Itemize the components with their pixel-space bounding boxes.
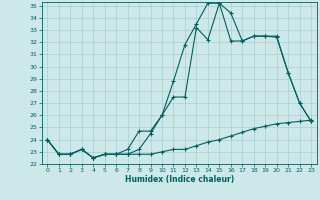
- X-axis label: Humidex (Indice chaleur): Humidex (Indice chaleur): [124, 175, 234, 184]
